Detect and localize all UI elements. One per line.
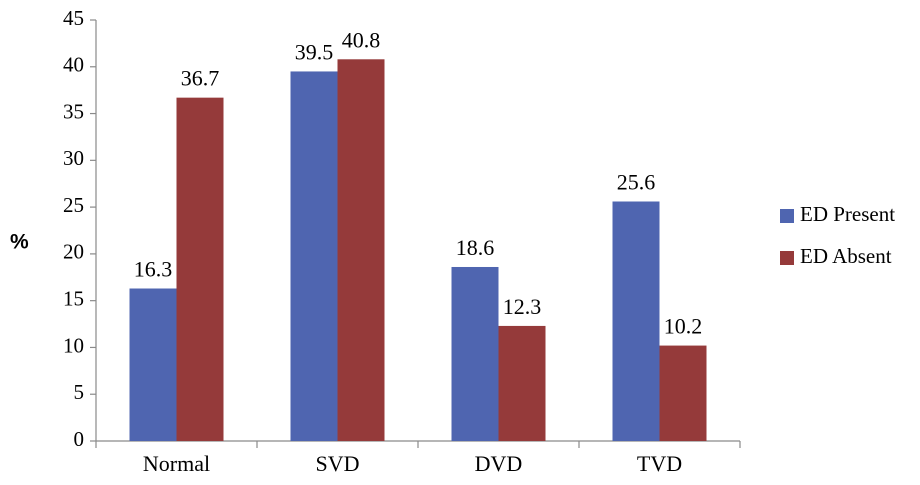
data-label: 25.6 [617,169,656,194]
data-labels: 16.3 36.7 39.5 40.8 18.6 12.3 25.6 10.2 [134,27,703,338]
x-axis: Normal SVD DVD TVD [95,440,741,476]
y-tick-label: 45 [63,6,84,30]
data-label: 12.3 [503,294,542,319]
data-label: 39.5 [295,39,334,64]
data-label: 36.7 [181,66,220,91]
y-tick-label: 30 [63,146,84,170]
y-tick-label: 40 [63,53,84,77]
bar [129,288,177,441]
y-axis-title: % [10,231,29,254]
y-tick-label: 20 [63,240,84,264]
bar [612,201,660,441]
legend-label: ED Absent [800,244,892,268]
bar [290,71,338,441]
y-tick-label: 10 [63,333,84,357]
y-tick-label: 25 [63,193,84,217]
legend-label: ED Present [800,202,895,226]
x-tick-label: SVD [315,451,359,476]
x-tick-label: DVD [475,451,523,476]
x-tick-label: Normal [143,451,210,476]
bar [451,266,499,441]
y-tick-label: 15 [63,286,84,310]
bar [337,59,385,441]
data-label: 18.6 [456,235,495,260]
bar [498,325,546,441]
legend: ED Present ED Absent [780,202,895,268]
data-label: 10.2 [664,314,703,339]
y-axis: 0 5 10 15 20 25 30 35 40 45 [63,6,97,451]
data-label: 40.8 [342,27,381,52]
y-tick-label: 35 [63,99,84,123]
bar [176,97,224,441]
bar [659,345,707,441]
x-tick-label: TVD [637,451,682,476]
legend-swatch [780,209,794,223]
y-tick-label: 5 [74,380,85,404]
legend-swatch [780,251,794,265]
bars [129,59,707,441]
data-label: 16.3 [134,257,173,282]
y-tick-label: 0 [74,427,85,451]
